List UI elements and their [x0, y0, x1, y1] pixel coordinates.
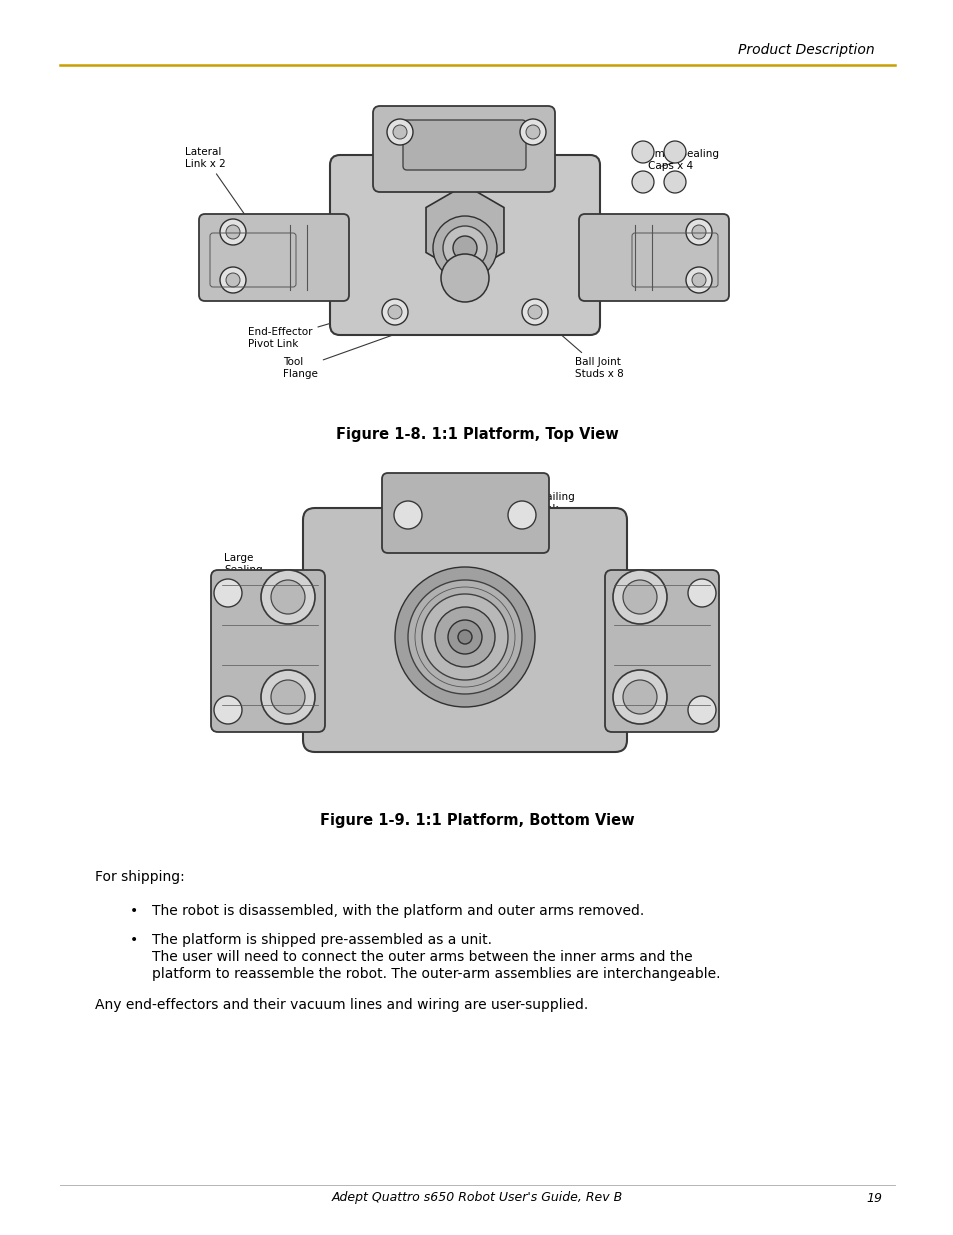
Text: Figure 1-9. 1:1 Platform, Bottom View: Figure 1-9. 1:1 Platform, Bottom View — [319, 813, 634, 827]
Circle shape — [691, 273, 705, 287]
Circle shape — [507, 501, 536, 529]
Text: Lateral
Link x 2: Lateral Link x 2 — [214, 652, 269, 719]
Circle shape — [622, 680, 657, 714]
Circle shape — [631, 141, 654, 163]
Text: Trailing
Link: Trailing Link — [467, 493, 574, 514]
Text: End-Effector
Pivot Link: End-Effector Pivot Link — [328, 701, 395, 748]
Text: The platform is shipped pre-assembled as a unit.: The platform is shipped pre-assembled as… — [152, 932, 492, 947]
Circle shape — [220, 267, 246, 293]
Circle shape — [519, 119, 545, 144]
FancyBboxPatch shape — [211, 571, 325, 732]
FancyBboxPatch shape — [402, 120, 525, 170]
FancyBboxPatch shape — [373, 106, 555, 191]
Circle shape — [381, 299, 408, 325]
Circle shape — [271, 580, 305, 614]
Circle shape — [685, 219, 711, 245]
FancyBboxPatch shape — [199, 214, 349, 301]
Circle shape — [687, 579, 716, 606]
Circle shape — [387, 119, 413, 144]
Circle shape — [442, 226, 486, 270]
Text: Trailing
Link: Trailing Link — [534, 152, 580, 209]
Text: The user will need to connect the outer arms between the inner arms and the: The user will need to connect the outer … — [152, 950, 692, 965]
FancyBboxPatch shape — [578, 214, 728, 301]
Circle shape — [440, 254, 489, 303]
Circle shape — [685, 267, 711, 293]
Circle shape — [457, 630, 472, 643]
Circle shape — [663, 141, 685, 163]
Text: Lateral
Link x 2: Lateral Link x 2 — [185, 147, 274, 256]
Text: Tool Flange: Tool Flange — [566, 706, 625, 737]
Circle shape — [395, 567, 535, 706]
FancyBboxPatch shape — [303, 508, 626, 752]
FancyBboxPatch shape — [330, 156, 599, 335]
Circle shape — [394, 501, 421, 529]
Text: Small Sealing
Caps x 4: Small Sealing Caps x 4 — [647, 149, 719, 170]
Circle shape — [226, 225, 240, 240]
Circle shape — [448, 620, 481, 655]
Text: •: • — [130, 904, 138, 918]
Circle shape — [226, 273, 240, 287]
FancyBboxPatch shape — [604, 571, 719, 732]
Circle shape — [631, 170, 654, 193]
Circle shape — [622, 580, 657, 614]
Text: For shipping:: For shipping: — [95, 869, 185, 884]
Text: 19: 19 — [865, 1192, 882, 1204]
Circle shape — [421, 594, 507, 680]
Circle shape — [687, 697, 716, 724]
Circle shape — [271, 680, 305, 714]
Text: Figure 1-8. 1:1 Platform, Top View: Figure 1-8. 1:1 Platform, Top View — [335, 427, 618, 442]
Text: End-Effector
Pivot Link: End-Effector Pivot Link — [248, 285, 462, 348]
Text: Any end-effectors and their vacuum lines and wiring are user-supplied.: Any end-effectors and their vacuum lines… — [95, 998, 588, 1011]
Circle shape — [453, 236, 476, 261]
Polygon shape — [426, 185, 503, 275]
Circle shape — [433, 216, 497, 280]
Circle shape — [388, 305, 401, 319]
Circle shape — [691, 225, 705, 240]
FancyBboxPatch shape — [381, 473, 548, 553]
Circle shape — [521, 299, 547, 325]
Circle shape — [613, 671, 666, 724]
Text: platform to reassemble the robot. The outer-arm assemblies are interchangeable.: platform to reassemble the robot. The ou… — [152, 967, 720, 981]
Circle shape — [408, 580, 521, 694]
Text: The robot is disassembled, with the platform and outer arms removed.: The robot is disassembled, with the plat… — [152, 904, 643, 918]
Circle shape — [613, 571, 666, 624]
Text: Ball Joint
Studs x 8: Ball Joint Studs x 8 — [537, 314, 623, 379]
Text: Product Description: Product Description — [738, 43, 874, 57]
Circle shape — [213, 579, 242, 606]
Circle shape — [261, 571, 314, 624]
Circle shape — [261, 671, 314, 724]
Circle shape — [220, 219, 246, 245]
Circle shape — [435, 606, 495, 667]
Circle shape — [525, 125, 539, 140]
Circle shape — [393, 125, 407, 140]
Circle shape — [527, 305, 541, 319]
Circle shape — [213, 697, 242, 724]
Text: •: • — [130, 932, 138, 947]
Text: Large
Sealing
Caps x 4: Large Sealing Caps x 4 — [224, 553, 312, 597]
Text: Tool
Flange: Tool Flange — [283, 306, 474, 379]
Circle shape — [663, 170, 685, 193]
Text: Adept Quattro s650 Robot User's Guide, Rev B: Adept Quattro s650 Robot User's Guide, R… — [331, 1192, 622, 1204]
